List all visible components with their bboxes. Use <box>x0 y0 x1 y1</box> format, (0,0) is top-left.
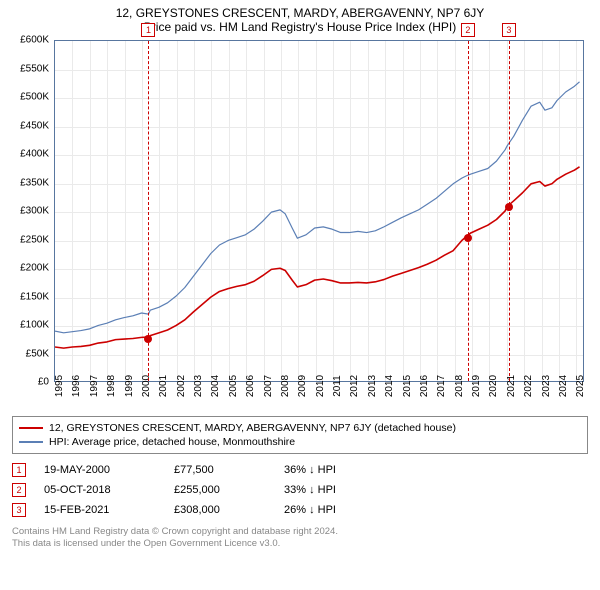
y-tick-label: £0 <box>10 377 52 388</box>
y-tick-label: £250K <box>10 234 52 245</box>
y-tick-label: £200K <box>10 263 52 274</box>
y-tick-label: £150K <box>10 291 52 302</box>
y-tick-label: £350K <box>10 177 52 188</box>
footnote: Contains HM Land Registry data © Crown c… <box>12 526 588 551</box>
chart-container: 12, GREYSTONES CRESCENT, MARDY, ABERGAVE… <box>0 0 600 551</box>
legend-item: 12, GREYSTONES CRESCENT, MARDY, ABERGAVE… <box>19 421 581 435</box>
chart-title: 12, GREYSTONES CRESCENT, MARDY, ABERGAVE… <box>0 0 600 20</box>
marker-box: 1 <box>141 23 155 37</box>
marker-dot <box>505 203 513 211</box>
legend-item: HPI: Average price, detached house, Monm… <box>19 435 581 449</box>
tx-date: 19-MAY-2000 <box>44 464 174 476</box>
y-tick-label: £300K <box>10 206 52 217</box>
footnote-line: This data is licensed under the Open Gov… <box>12 538 588 550</box>
legend: 12, GREYSTONES CRESCENT, MARDY, ABERGAVE… <box>12 416 588 454</box>
tx-delta: 26% ↓ HPI <box>284 504 588 516</box>
tx-delta: 33% ↓ HPI <box>284 484 588 496</box>
tx-price: £308,000 <box>174 504 284 516</box>
y-tick-label: £550K <box>10 63 52 74</box>
legend-label: HPI: Average price, detached house, Monm… <box>49 436 295 448</box>
tx-date: 05-OCT-2018 <box>44 484 174 496</box>
transaction-row: 3 15-FEB-2021£308,00026% ↓ HPI <box>12 500 588 520</box>
marker-vline <box>468 41 469 381</box>
y-tick-label: £450K <box>10 120 52 131</box>
marker-ref: 2 <box>12 483 26 497</box>
chart-area: 123 £0 £50K £100K £150K £200K £250K £300K £350K… <box>12 40 588 410</box>
transaction-row: 2 05-OCT-2018£255,00033% ↓ HPI <box>12 480 588 500</box>
legend-swatch <box>19 441 43 443</box>
marker-ref: 1 <box>12 463 26 477</box>
footnote-line: Contains HM Land Registry data © Crown c… <box>12 526 588 538</box>
y-tick-label: £500K <box>10 92 52 103</box>
series-hpi <box>55 82 580 333</box>
y-tick-label: £100K <box>10 320 52 331</box>
legend-label: 12, GREYSTONES CRESCENT, MARDY, ABERGAVE… <box>49 422 456 434</box>
tx-delta: 36% ↓ HPI <box>284 464 588 476</box>
tx-price: £255,000 <box>174 484 284 496</box>
transactions-table: 1 19-MAY-2000£77,50036% ↓ HPI 2 05-OCT-2018… <box>12 460 588 520</box>
tx-date: 15-FEB-2021 <box>44 504 174 516</box>
marker-vline <box>148 41 149 381</box>
line-layer <box>55 41 583 381</box>
legend-swatch <box>19 427 43 429</box>
y-tick-label: £400K <box>10 149 52 160</box>
tx-price: £77,500 <box>174 464 284 476</box>
marker-ref: 3 <box>12 503 26 517</box>
marker-box: 3 <box>502 23 516 37</box>
marker-box: 2 <box>461 23 475 37</box>
marker-dot <box>464 234 472 242</box>
y-tick-label: £600K <box>10 35 52 46</box>
plot-area: 123 <box>54 40 584 382</box>
y-tick-label: £50K <box>10 348 52 359</box>
marker-dot <box>144 335 152 343</box>
series-property <box>55 167 580 348</box>
transaction-row: 1 19-MAY-2000£77,50036% ↓ HPI <box>12 460 588 480</box>
